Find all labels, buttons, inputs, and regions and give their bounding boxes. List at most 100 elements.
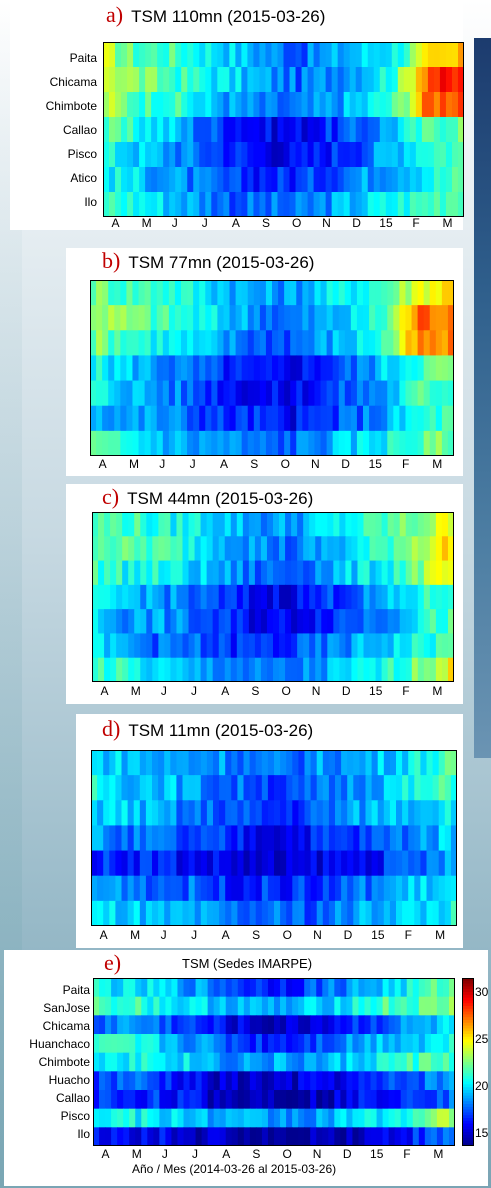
heatmap-cell — [387, 355, 394, 382]
heatmap-cell — [195, 1071, 203, 1091]
heatmap-cell — [93, 1015, 100, 1035]
heatmap-cell — [152, 633, 159, 659]
heatmap-cell — [248, 657, 256, 682]
heatmap-cell — [438, 900, 446, 926]
colorbar-tick: 25 — [475, 1032, 489, 1046]
heatmap-cell — [303, 609, 310, 635]
heatmap-cell — [322, 996, 329, 1016]
heatmap-cell — [391, 117, 399, 143]
heatmap-cell — [444, 900, 452, 926]
heatmap-cell — [436, 978, 444, 998]
heatmap-cell — [187, 42, 194, 68]
heatmap-cell — [358, 996, 366, 1016]
heatmap-cell — [385, 167, 393, 193]
heatmap-cell — [303, 536, 310, 562]
heatmap-cell — [291, 584, 298, 610]
heatmap-cell — [277, 117, 285, 143]
heatmap-cell — [444, 875, 452, 902]
heatmap-cell — [103, 775, 110, 801]
heatmap-cell — [375, 405, 382, 432]
heatmap-cell — [90, 380, 97, 407]
heatmap-cell — [399, 609, 407, 635]
heatmap-cell — [231, 875, 238, 902]
heatmap-cell — [267, 1034, 275, 1054]
heatmap-cell — [408, 750, 415, 776]
heatmap-cell — [444, 775, 452, 801]
heatmap-cell — [267, 800, 275, 827]
heatmap-cell — [200, 800, 208, 827]
x-tick-label: D — [341, 684, 351, 698]
heatmap-cell — [429, 430, 437, 456]
heatmap-cell — [387, 584, 395, 610]
heatmap-cell — [274, 900, 281, 926]
heatmap-cell — [327, 512, 334, 537]
heatmap-cell — [423, 355, 431, 382]
x-tick-label: O — [282, 928, 293, 942]
heatmap-cell — [201, 1071, 209, 1091]
heatmap-cell — [248, 512, 256, 537]
heatmap-cell — [381, 355, 388, 382]
heatmap-cell — [115, 850, 123, 877]
heatmap-cell — [304, 1015, 311, 1035]
heatmap-cell — [351, 657, 359, 682]
heatmap-cell — [405, 405, 413, 432]
heatmap-cell — [308, 430, 316, 456]
heatmap-cell — [133, 750, 141, 776]
heatmap-cell — [199, 380, 206, 407]
heatmap-cell — [121, 142, 128, 168]
heatmap-cell — [350, 330, 358, 357]
heatmap-cell — [387, 330, 394, 357]
heatmap-cell — [347, 875, 354, 902]
heatmap-cell — [417, 280, 425, 306]
heatmap-cell — [333, 536, 340, 562]
heatmap-cell — [255, 996, 263, 1016]
heatmap-cell — [114, 330, 121, 357]
heatmap-cell — [280, 800, 287, 827]
heatmap-cell — [129, 1090, 136, 1110]
heatmap-cell — [223, 92, 230, 118]
heatmap-cell — [117, 1127, 124, 1146]
colorbar-segment — [462, 1017, 474, 1021]
heatmap-cell — [286, 1034, 293, 1054]
heatmap-cell — [332, 330, 340, 357]
heatmap-cell — [435, 633, 443, 659]
heatmap-cell — [120, 330, 127, 357]
heatmap-cell — [430, 1052, 438, 1072]
heatmap-cell — [271, 192, 279, 217]
heatmap-cell — [292, 775, 299, 801]
heatmap-cell — [429, 633, 437, 659]
heatmap-cell — [247, 305, 255, 331]
heatmap-cell — [135, 996, 142, 1016]
heatmap-cell — [369, 657, 377, 682]
heatmap-cell — [393, 560, 401, 586]
heatmap-cell — [139, 167, 146, 193]
heatmap-cell — [126, 405, 134, 432]
heatmap-cell — [379, 92, 387, 118]
heatmap-cell — [396, 850, 403, 877]
heatmap-cell — [339, 560, 346, 586]
heatmap-cell — [140, 560, 147, 586]
heatmap-cell — [156, 405, 164, 432]
heatmap-cell — [93, 1108, 100, 1128]
heatmap-cell — [193, 142, 200, 168]
heatmap-cell — [439, 167, 447, 193]
panel-a-letter: a) — [106, 2, 124, 27]
heatmap-cell — [217, 330, 225, 357]
heatmap-cell — [351, 536, 359, 562]
heatmap-cell — [388, 996, 396, 1016]
heatmap-cell — [235, 305, 243, 331]
heatmap-cell — [109, 42, 116, 68]
heatmap-cell — [253, 67, 261, 93]
heatmap-cell — [316, 800, 324, 827]
heatmap-cell — [242, 512, 250, 537]
heatmap-cell — [225, 850, 232, 877]
heatmap-cell — [261, 850, 269, 877]
heatmap-cell — [150, 305, 158, 331]
heatmap-cell — [159, 978, 166, 998]
heatmap-cell — [243, 875, 251, 902]
heatmap-cell — [406, 996, 414, 1016]
heatmap-cell — [121, 900, 129, 926]
heatmap-cell — [382, 1015, 390, 1035]
heatmap-cell — [225, 775, 232, 801]
colorbar-segment — [462, 1120, 474, 1125]
